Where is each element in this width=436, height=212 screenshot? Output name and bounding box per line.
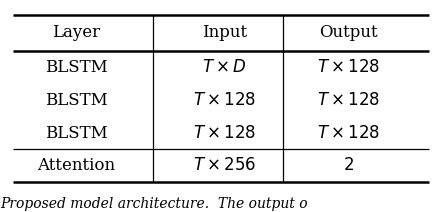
Text: $T \times 128$: $T \times 128$ [317, 124, 380, 142]
Text: $T \times 128$: $T \times 128$ [317, 92, 380, 109]
Text: Attention: Attention [37, 157, 116, 174]
Text: BLSTM: BLSTM [45, 59, 108, 76]
Text: BLSTM: BLSTM [45, 92, 108, 109]
Text: $T \times 128$: $T \times 128$ [317, 59, 380, 76]
Text: $T \times 128$: $T \times 128$ [193, 92, 256, 109]
Text: Proposed model architecture.  The output o: Proposed model architecture. The output … [0, 197, 308, 211]
Text: $T \times 128$: $T \times 128$ [193, 124, 256, 142]
Text: Layer: Layer [52, 24, 100, 41]
Text: Input: Input [202, 24, 247, 41]
Text: $T \times 256$: $T \times 256$ [193, 157, 256, 174]
Text: Output: Output [320, 24, 378, 41]
Text: BLSTM: BLSTM [45, 124, 108, 142]
Text: $T \times D$: $T \times D$ [202, 59, 247, 76]
Text: $2$: $2$ [343, 157, 354, 174]
